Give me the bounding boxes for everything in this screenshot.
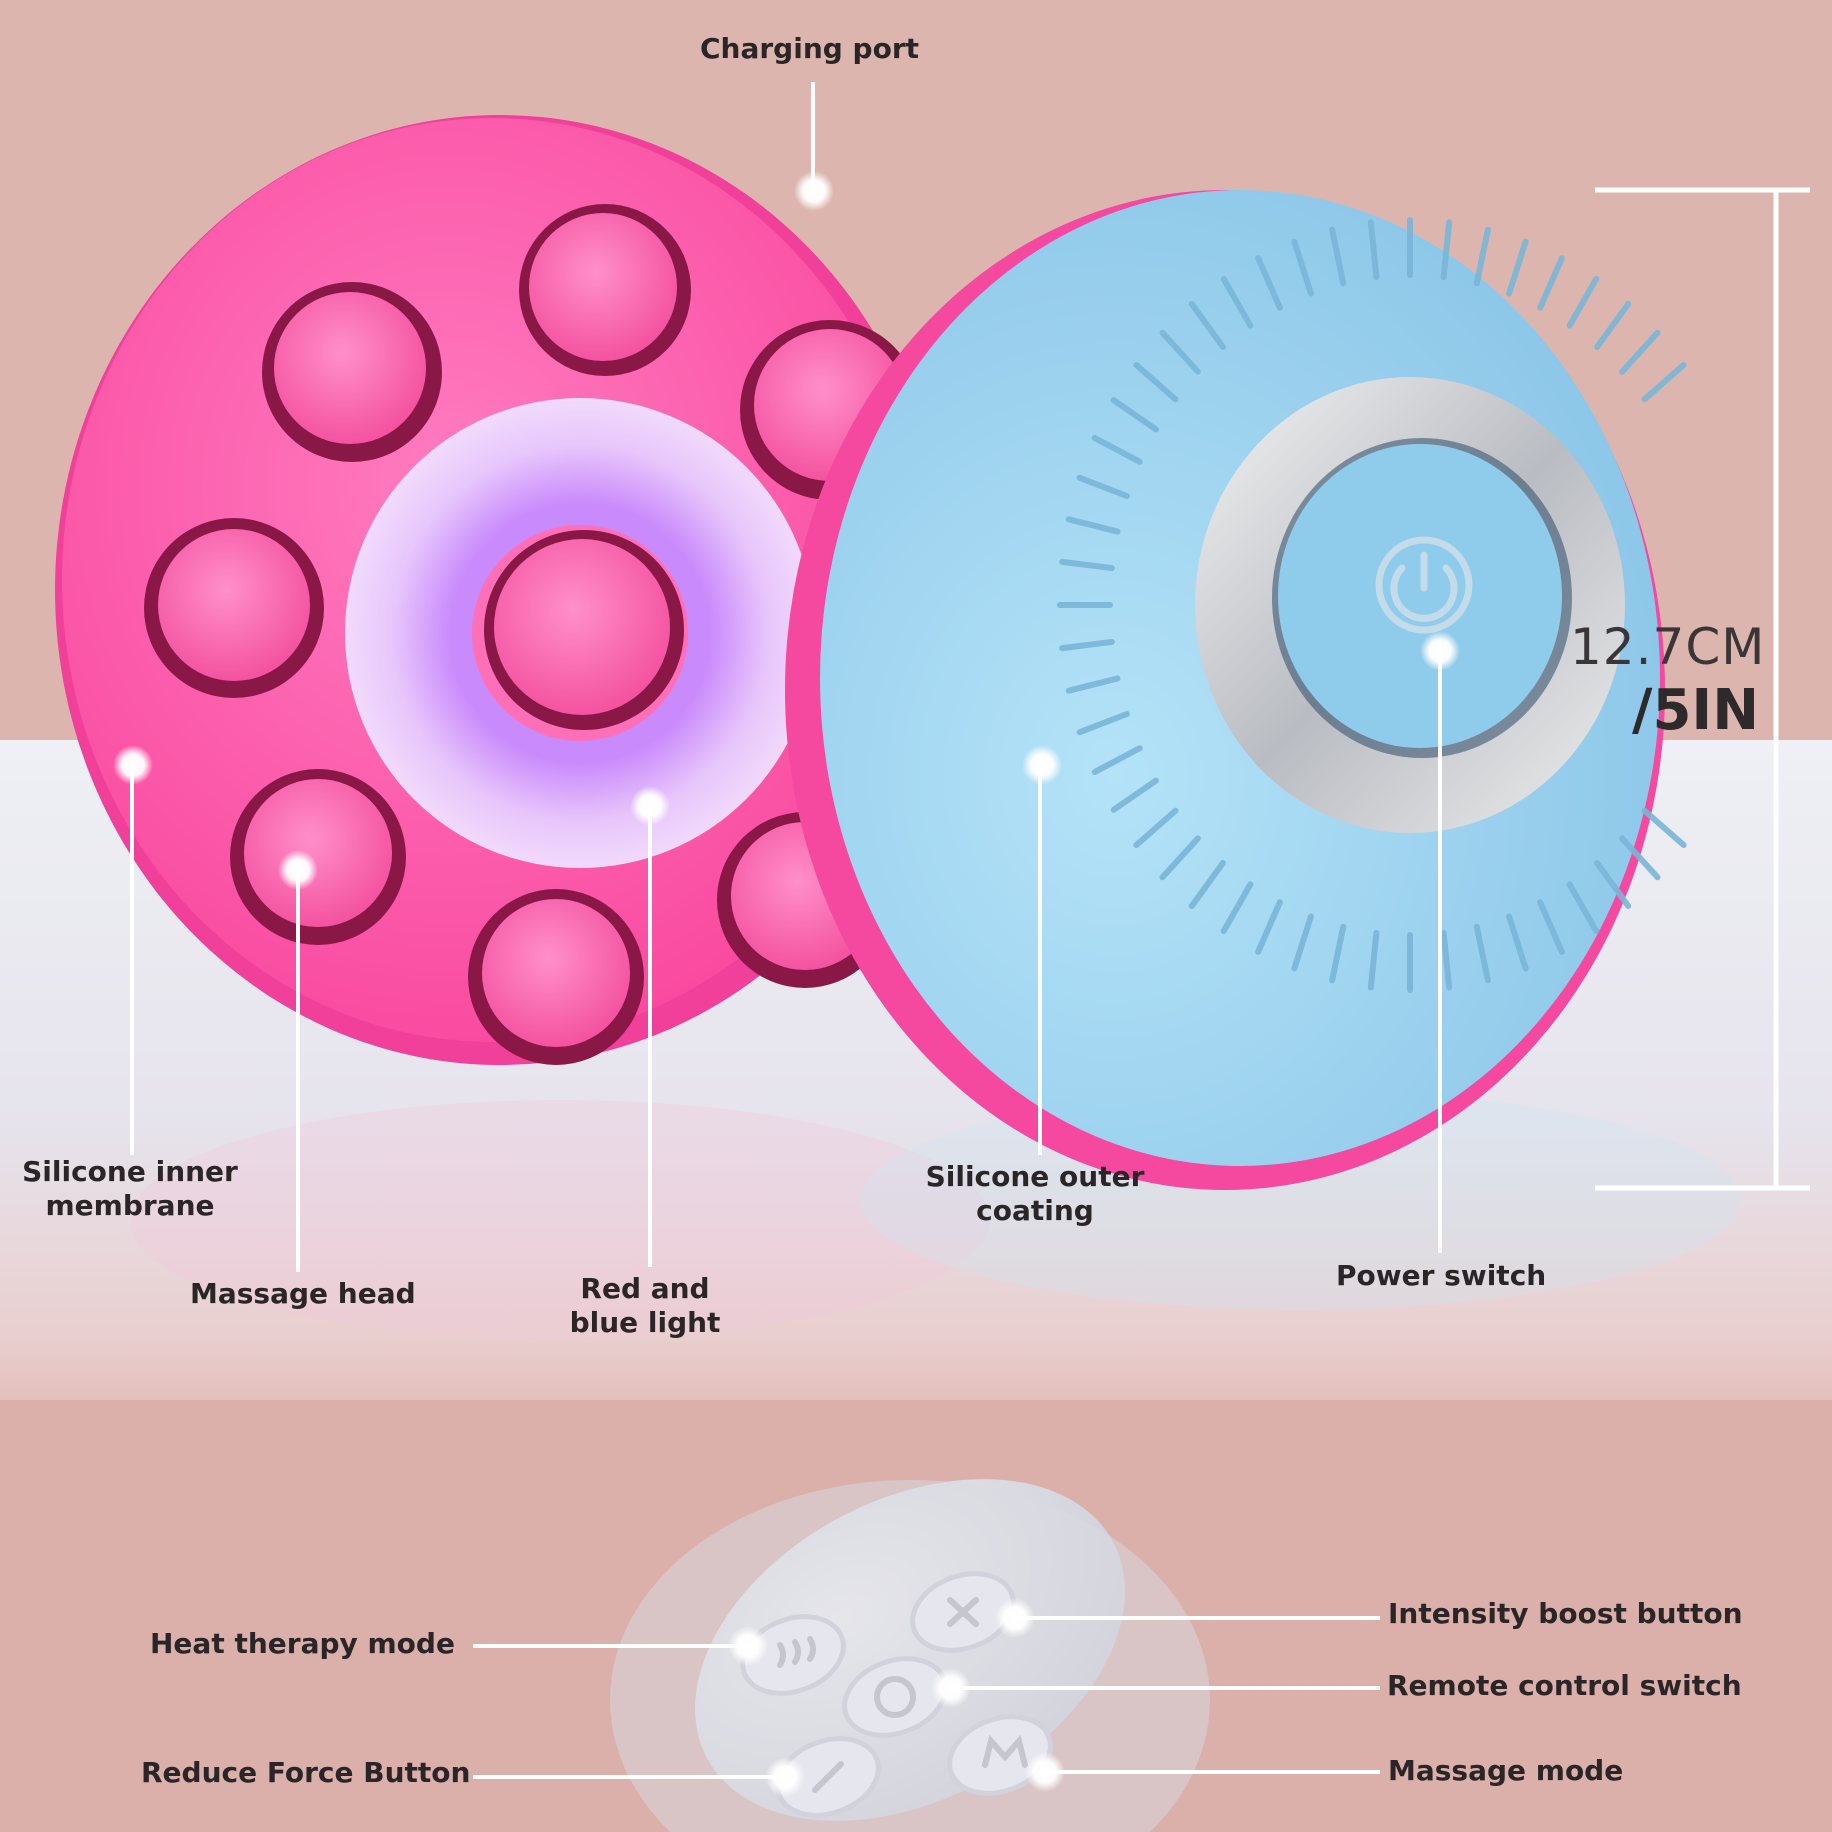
groove-line <box>1473 226 1491 287</box>
groove-line <box>1291 913 1314 972</box>
groove-line <box>1255 899 1283 955</box>
label-charging-port: Charging port <box>700 32 920 65</box>
remote-control <box>610 1479 1210 1832</box>
groove-line <box>1110 777 1159 813</box>
dimension-cm: 12.7CM <box>1570 618 1766 676</box>
label-intensity-boost-button: Intensity boost button <box>1388 1597 1743 1630</box>
label-massage-mode: Massage mode <box>1388 1754 1624 1787</box>
groove-line <box>1537 255 1565 311</box>
callout-dots <box>113 171 1460 1797</box>
dimension-inch: /5IN <box>1632 678 1760 743</box>
groove-line <box>1440 219 1453 281</box>
groove-line <box>1367 929 1380 991</box>
label-massage-head: Massage head <box>190 1277 416 1310</box>
groove-line <box>1133 361 1179 403</box>
groove-line <box>1188 860 1226 910</box>
groove-line <box>1506 238 1529 297</box>
blue-device <box>785 190 1687 1190</box>
groove-line <box>1440 929 1453 991</box>
remote-power-icon <box>874 1676 916 1718</box>
groove-line <box>1506 913 1529 972</box>
groove-line <box>1159 329 1201 375</box>
label-power-switch: Power switch <box>1336 1259 1547 1292</box>
leader-lines <box>130 82 1442 1779</box>
groove-line <box>1091 745 1143 776</box>
groove-line <box>1065 516 1121 535</box>
groove-line <box>1619 835 1661 881</box>
heat-icon <box>777 1636 816 1668</box>
label-red-blue-light: Red and blue light <box>569 1272 721 1339</box>
groove-line <box>1110 397 1159 433</box>
power-button-face <box>1278 444 1562 748</box>
plus-icon <box>947 1597 979 1627</box>
groove-line <box>1566 881 1600 934</box>
groove-line <box>1076 474 1130 500</box>
groove-line <box>1566 276 1600 329</box>
label-remote-control-switch: Remote control switch <box>1387 1669 1742 1702</box>
groove-line <box>1641 807 1687 849</box>
groove-line <box>1641 361 1687 403</box>
groove-line <box>1537 899 1565 955</box>
label-heat-therapy-mode: Heat therapy mode <box>150 1627 455 1660</box>
groove-line <box>1594 860 1632 910</box>
groove-line <box>1329 226 1347 287</box>
mode-m-icon <box>982 1734 1028 1768</box>
groove-line <box>1220 881 1254 934</box>
power-icon <box>1375 536 1473 634</box>
groove-line <box>1619 329 1661 375</box>
groove-line <box>1329 923 1347 984</box>
groove-line <box>1091 434 1143 465</box>
groove-line <box>1291 238 1314 297</box>
groove-line <box>1076 710 1130 736</box>
label-reduce-force-button: Reduce Force Button <box>141 1756 471 1789</box>
groove-line <box>1159 835 1201 881</box>
groove-line <box>1059 558 1115 572</box>
groove-line <box>1059 638 1115 652</box>
groove-line <box>1594 300 1632 350</box>
dimension-bracket <box>1595 187 1810 1191</box>
groove-line <box>1367 219 1380 281</box>
groove-line <box>1473 923 1491 984</box>
groove-line <box>1188 300 1226 350</box>
label-silicone-outer-coating: Silicone outer coating <box>925 1160 1145 1227</box>
label-silicone-inner-membrane: Silicone inner membrane <box>22 1155 238 1222</box>
groove-line <box>1220 276 1254 329</box>
groove-line <box>1065 675 1121 694</box>
groove-line <box>1133 807 1179 849</box>
minus-icon <box>812 1761 844 1793</box>
groove-line <box>1255 255 1283 311</box>
